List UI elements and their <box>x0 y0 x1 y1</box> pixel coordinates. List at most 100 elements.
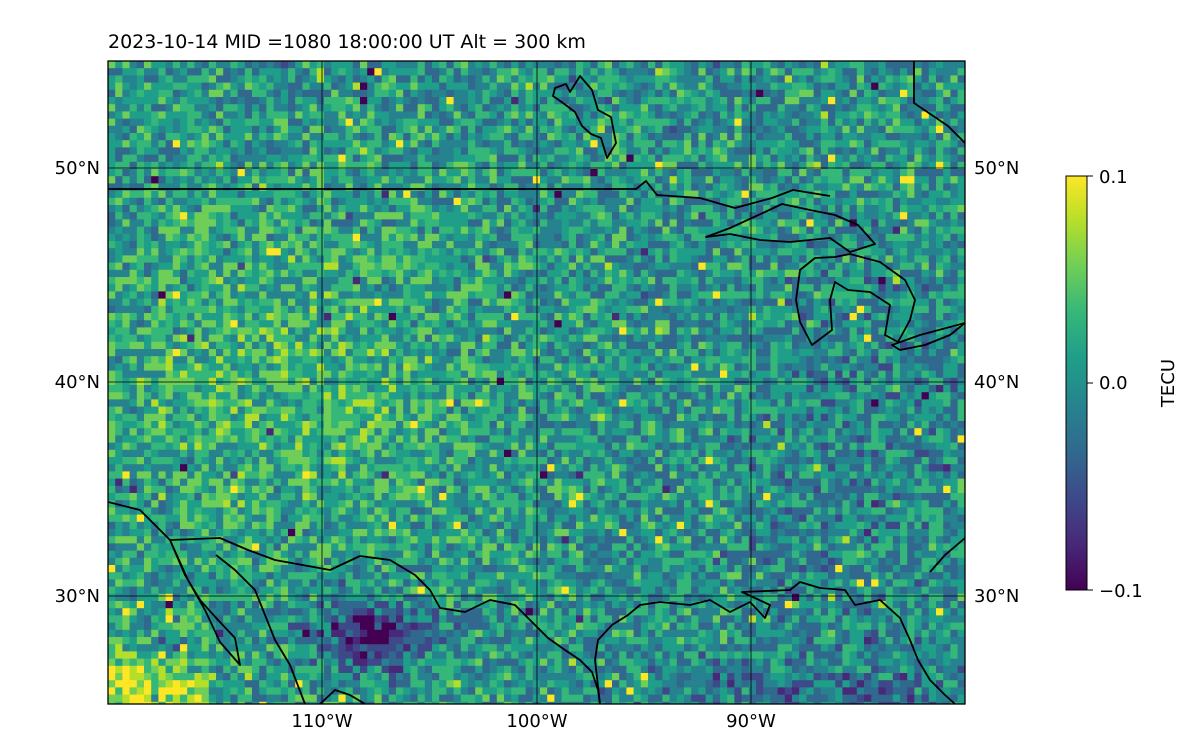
tec-cell <box>338 269 346 278</box>
tec-cell <box>518 305 526 314</box>
tec-cell <box>187 154 195 163</box>
tec-cell <box>194 61 202 69</box>
tec-cell <box>115 205 123 213</box>
tec-cell <box>734 118 742 127</box>
tec-cell <box>871 154 879 163</box>
tec-cell <box>151 176 159 184</box>
tec-cell <box>856 118 865 127</box>
tec-cell <box>302 68 310 76</box>
tec-cell <box>921 212 930 220</box>
tec-cell <box>194 219 202 227</box>
tec-cell <box>885 89 894 98</box>
tec-cell <box>590 133 598 141</box>
tec-cell <box>396 183 404 191</box>
tec-cell <box>907 82 915 91</box>
tec-cell <box>792 118 800 127</box>
tec-cell <box>691 61 699 69</box>
tec-cell <box>806 61 814 69</box>
tec-cell <box>223 75 231 83</box>
tec-cell <box>302 140 310 148</box>
tec-cell <box>828 255 836 263</box>
tec-cell <box>928 154 937 163</box>
tec-cell <box>712 125 721 134</box>
tec-cell <box>475 313 483 321</box>
tec-cell <box>871 82 879 91</box>
tec-cell <box>842 327 850 335</box>
tec-cell <box>252 341 260 350</box>
tec-cell <box>180 147 188 155</box>
tec-cell <box>360 305 368 314</box>
tec-cell <box>684 197 692 206</box>
tec-cell <box>309 133 318 141</box>
tec-cell <box>504 298 512 307</box>
tec-cell <box>187 277 195 285</box>
tec-cell <box>720 205 728 213</box>
tec-cell <box>511 226 519 235</box>
tec-cell <box>626 197 634 206</box>
tec-cell <box>619 111 627 119</box>
tec-cell <box>885 284 894 292</box>
tec-cell <box>295 197 303 206</box>
tec-cell <box>511 313 519 321</box>
tec-cell <box>741 349 750 357</box>
tec-cell <box>388 68 397 76</box>
tec-cell <box>388 219 397 227</box>
tec-cell <box>950 219 958 227</box>
tec-cell <box>151 118 159 127</box>
tec-cell <box>504 313 512 321</box>
tec-cell <box>223 226 231 235</box>
tec-cell <box>964 349 965 357</box>
tec-cell <box>338 183 346 191</box>
tec-cell <box>547 269 555 278</box>
tec-cell <box>482 61 490 69</box>
tec-cell <box>367 125 375 134</box>
tec-cell <box>547 233 555 242</box>
tec-cell <box>432 305 440 314</box>
tec-cell <box>237 356 246 364</box>
tec-cell <box>540 82 548 91</box>
tec-cell <box>705 118 714 127</box>
tec-cell <box>756 140 764 148</box>
tec-cell <box>367 320 375 328</box>
tec-cell <box>381 183 390 191</box>
tec-cell <box>583 241 591 249</box>
tec-cell <box>828 212 836 220</box>
tec-cell <box>712 75 721 83</box>
tec-cell <box>165 284 174 292</box>
tec-cell <box>655 255 663 263</box>
tec-cell <box>482 226 490 235</box>
tec-cell <box>446 140 454 148</box>
tec-cell <box>792 75 800 83</box>
tec-cell <box>396 248 404 256</box>
tec-cell <box>180 226 188 235</box>
tec-cell <box>201 269 210 278</box>
tec-cell <box>374 334 382 343</box>
tec-cell <box>151 61 159 69</box>
tec-cell <box>662 183 670 191</box>
tec-cell <box>273 161 282 170</box>
tec-cell <box>410 284 418 292</box>
tec-cell <box>828 104 836 112</box>
tec-cell <box>439 190 447 199</box>
tec-cell <box>439 248 447 256</box>
tec-cell <box>144 118 152 127</box>
tec-cell <box>252 298 260 307</box>
tec-cell <box>907 75 915 83</box>
tec-cell <box>813 334 822 343</box>
tec-cell <box>878 118 886 127</box>
tec-cell <box>396 255 404 263</box>
tec-cell <box>259 75 267 83</box>
tec-cell <box>208 176 217 184</box>
tec-cell <box>345 291 354 299</box>
tec-cell <box>367 61 375 69</box>
tec-cell <box>158 97 166 105</box>
tec-cell <box>122 277 130 285</box>
tec-cell <box>237 284 246 292</box>
tec-cell <box>194 125 202 134</box>
tec-cell <box>691 233 699 242</box>
tec-cell <box>360 334 368 343</box>
tec-cell <box>525 320 534 328</box>
tec-cell <box>374 68 382 76</box>
tec-cell <box>957 349 965 357</box>
tec-cell <box>763 68 771 76</box>
